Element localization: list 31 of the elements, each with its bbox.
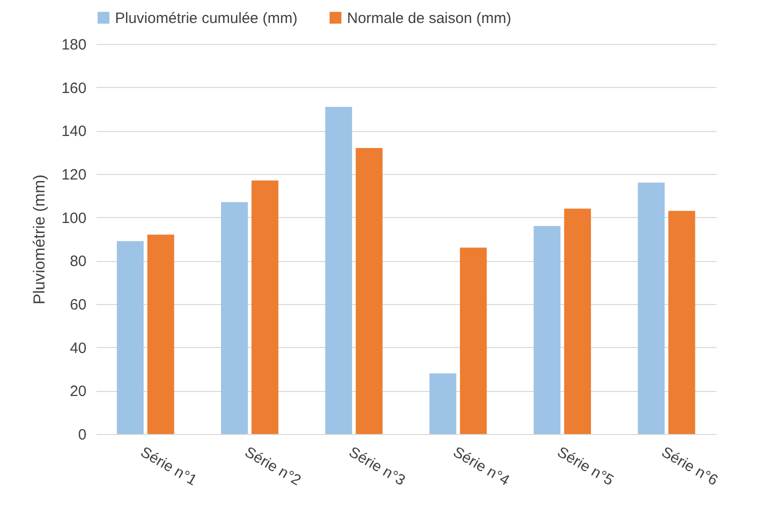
bar [668,210,696,434]
x-tick-label: Série n°4 [450,444,512,490]
y-tick-label: 100 [61,210,86,227]
x-tick-label: Série n°1 [137,444,200,490]
x-tick-label: Série n°3 [346,444,408,490]
y-tick-label: 120 [61,166,86,184]
y-tick-label: 20 [70,383,86,400]
y-tick-label: 0 [78,426,86,444]
bar [221,202,248,434]
y-tick-label: 40 [70,340,86,357]
bar [356,148,383,434]
bar [116,241,144,434]
y-tick-label: 140 [61,123,86,140]
bar [325,106,352,434]
y-axis-title: Pluviométrie (mm) [31,174,48,304]
bar [564,208,591,434]
y-tick-label: 80 [70,253,86,270]
bar [252,180,278,434]
y-tick-label: 60 [70,296,86,314]
x-tick-label: Série n°5 [554,444,616,490]
bar [147,234,174,434]
bar [534,226,560,434]
x-tick-label: Série n°2 [242,444,304,490]
y-tick-label: 180 [61,36,86,54]
legend-label: Normale de saison (mm) [347,10,512,27]
x-tick-label: Série n°6 [658,444,721,490]
bar [460,248,487,434]
bar [429,373,456,434]
legend-label: Pluviométrie cumulée (mm) [115,10,298,27]
y-tick-label: 160 [61,80,86,97]
bar [638,182,665,434]
